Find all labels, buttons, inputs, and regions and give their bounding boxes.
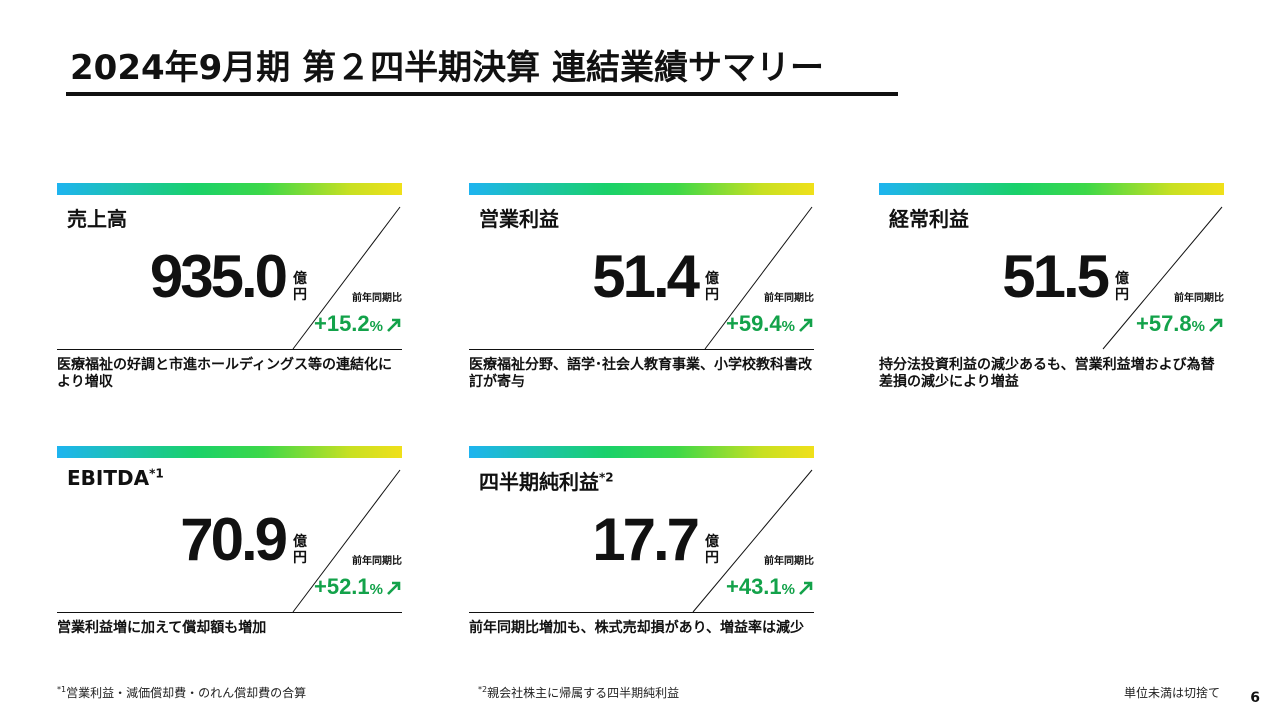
yoy-change: +43.1% <box>726 574 814 600</box>
unit-label: 億円 <box>705 271 719 303</box>
kpi-description: 医療福祉の好調と市進ホールディングス等の連結化により増収 <box>57 357 393 390</box>
unit-label: 億円 <box>293 534 307 566</box>
kpi-value: 935.0 <box>149 243 288 310</box>
yoy-change: +57.8% <box>1136 311 1224 337</box>
yoy-label: 前年同期比 <box>352 293 402 304</box>
yoy-change: +59.4% <box>726 311 814 337</box>
yoy-label: 前年同期比 <box>764 556 814 567</box>
gradient-bar <box>57 446 402 458</box>
up-right-arrow-icon <box>387 581 401 595</box>
diagonal-divider <box>1102 206 1223 350</box>
page-title: 2024年9月期 第２四半期決算 連結業績サマリー <box>70 48 824 88</box>
kpi-label: 四半期純利益*2 <box>479 470 614 494</box>
kpi-description: 持分法投資利益の減少あるも、営業利益増および為替差損の減少により増益 <box>879 357 1215 390</box>
gradient-bar <box>879 183 1224 195</box>
gradient-bar <box>469 446 814 458</box>
kpi-card-sales: 売上高 935.0 億円 前年同期比 +15.2% 医療福祉の好調と市進ホールデ… <box>57 183 402 413</box>
kpi-card-ebitda: EBITDA*1 70.9 億円 前年同期比 +52.1% 営業利益増に加えて償… <box>57 446 402 676</box>
title-underline <box>66 92 898 96</box>
yoy-label: 前年同期比 <box>764 293 814 304</box>
kpi-label: 営業利益 <box>479 207 559 231</box>
up-right-arrow-icon <box>387 318 401 332</box>
divider-line <box>57 612 402 613</box>
footnote-net-income: *2親会社株主に帰属する四半期純利益 <box>478 685 680 700</box>
kpi-value: 51.4 <box>592 243 700 310</box>
kpi-label: 経常利益 <box>889 207 969 231</box>
kpi-value: 70.9 <box>180 506 288 573</box>
footnote-ebitda: *1営業利益・減価償却費・のれん償却費の合算 <box>57 685 307 700</box>
yoy-label: 前年同期比 <box>352 556 402 567</box>
kpi-description: 前年同期比増加も、株式売却損があり、増益率は減少 <box>469 620 805 636</box>
kpi-label: 売上高 <box>67 207 127 231</box>
up-right-arrow-icon <box>1209 318 1223 332</box>
kpi-value: 51.5 <box>1002 243 1110 310</box>
gradient-bar <box>469 183 814 195</box>
unit-label: 億円 <box>1115 271 1129 303</box>
diagonal-divider <box>692 469 813 613</box>
up-right-arrow-icon <box>799 581 813 595</box>
kpi-card-net-income: 四半期純利益*2 17.7 億円 前年同期比 +43.1% 前年同期比増加も、株… <box>469 446 814 676</box>
kpi-description: 医療福祉分野、語学･社会人教育事業、小学校教科書改訂が寄与 <box>469 357 812 390</box>
yoy-change: +15.2% <box>314 311 402 337</box>
yoy-change: +52.1% <box>314 574 402 600</box>
diagonal-divider <box>292 206 401 350</box>
kpi-card-operating-income: 営業利益 51.4 億円 前年同期比 +59.4% 医療福祉分野、語学･社会人教… <box>469 183 814 413</box>
kpi-card-ordinary-income: 経常利益 51.5 億円 前年同期比 +57.8% 持分法投資利益の減少あるも、… <box>879 183 1224 413</box>
divider-line <box>57 349 402 350</box>
unit-note: 単位未満は切捨て <box>1123 686 1220 700</box>
kpi-value: 17.7 <box>592 506 700 573</box>
up-right-arrow-icon <box>799 318 813 332</box>
gradient-bar <box>57 183 402 195</box>
page-number: 6 <box>1250 690 1260 706</box>
yoy-label: 前年同期比 <box>1174 293 1224 304</box>
diagonal-divider <box>704 206 813 350</box>
diagonal-divider <box>292 469 401 613</box>
divider-line <box>469 612 814 613</box>
kpi-description: 営業利益増に加えて償却額も増加 <box>57 620 267 636</box>
kpi-label: EBITDA*1 <box>67 466 164 490</box>
divider-line <box>469 349 814 350</box>
unit-label: 億円 <box>705 534 719 566</box>
unit-label: 億円 <box>293 271 307 303</box>
